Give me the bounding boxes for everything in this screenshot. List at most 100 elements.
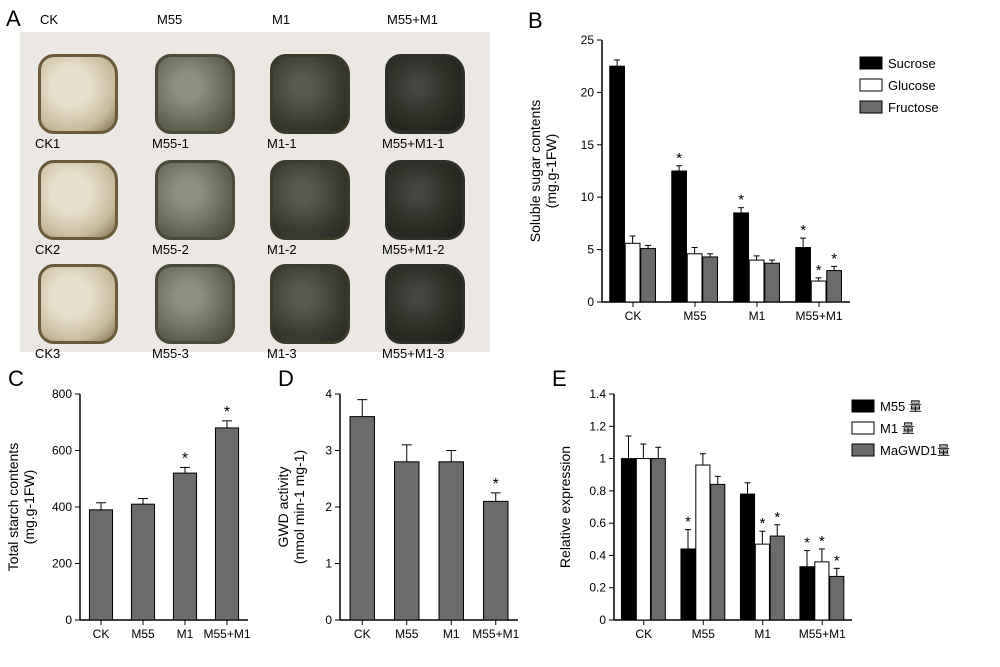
panel-c: C 0200400600800CKM55M1M55+M1Total starch… (8, 370, 268, 660)
svg-text:M55: M55 (683, 309, 707, 323)
banana-slice (385, 54, 465, 134)
svg-text:(nmol min-1 mg-1): (nmol min-1 mg-1) (291, 450, 307, 564)
svg-text:1: 1 (325, 557, 332, 571)
svg-text:M55+M1: M55+M1 (203, 627, 250, 641)
svg-text:M55: M55 (395, 627, 419, 641)
banana-slice (38, 160, 118, 240)
panel-d-label: D (278, 366, 294, 392)
panel-a-cell-label: M1-1 (267, 136, 297, 151)
banana-slice (155, 264, 235, 344)
svg-text:15: 15 (581, 138, 595, 152)
panel-a-cell-label: M55-3 (152, 346, 189, 361)
svg-text:200: 200 (52, 557, 72, 571)
svg-text:*: * (819, 533, 825, 550)
panel-e: E 00.20.40.60.811.21.4CKM55M1M55+M1Relat… (552, 370, 992, 660)
banana-slice (155, 54, 235, 134)
svg-text:CK: CK (354, 627, 371, 641)
svg-text:1.2: 1.2 (589, 419, 606, 433)
svg-text:*: * (804, 535, 810, 552)
svg-text:25: 25 (581, 33, 595, 47)
panel-a-col-label: M1 (272, 12, 290, 27)
svg-text:0: 0 (65, 613, 72, 627)
svg-text:M1: M1 (443, 627, 460, 641)
panel-a-cell-label: CK2 (35, 242, 60, 257)
svg-text:(mg.g-1FW): (mg.g-1FW) (21, 470, 37, 545)
svg-text:3: 3 (325, 444, 332, 458)
panel-a-image: CKM55M1M55+M1CK1M55-1M1-1M55+M1-1CK2M55-… (20, 32, 490, 352)
svg-text:400: 400 (52, 500, 72, 514)
svg-text:0: 0 (587, 295, 594, 309)
svg-text:(mg.g-1FW): (mg.g-1FW) (543, 134, 559, 209)
panel-a-cell-label: M55+M1-2 (382, 242, 445, 257)
svg-text:*: * (224, 404, 230, 421)
panel-a-col-label: M55 (157, 12, 182, 27)
panel-a-cell-label: M55-1 (152, 136, 189, 151)
svg-text:*: * (759, 515, 765, 532)
svg-text:10: 10 (581, 190, 595, 204)
svg-text:Relative expression: Relative expression (557, 446, 573, 568)
svg-text:M55: M55 (131, 627, 155, 641)
panel-a-cell-label: CK1 (35, 136, 60, 151)
banana-slice (38, 264, 118, 344)
svg-text:5: 5 (587, 243, 594, 257)
svg-text:0: 0 (325, 613, 332, 627)
panel-a-cell-label: CK3 (35, 346, 60, 361)
svg-text:4: 4 (325, 387, 332, 401)
svg-text:Soluble sugar contents: Soluble sugar contents (527, 100, 543, 242)
svg-text:M1: M1 (749, 309, 766, 323)
panel-e-label: E (552, 366, 567, 392)
svg-text:*: * (738, 192, 744, 209)
svg-text:M55: M55 (692, 627, 716, 641)
svg-text:M55+M1: M55+M1 (799, 627, 846, 641)
svg-text:Fructose: Fructose (888, 100, 939, 115)
banana-slice (270, 264, 350, 344)
panel-a-cell-label: M55-2 (152, 242, 189, 257)
svg-text:1.4: 1.4 (589, 387, 606, 401)
svg-text:CK: CK (635, 627, 652, 641)
svg-text:0.6: 0.6 (589, 516, 606, 530)
panel-a-cell-label: M55+M1-3 (382, 346, 445, 361)
svg-text:600: 600 (52, 444, 72, 458)
panel-b-label: B (528, 8, 543, 34)
svg-text:M55+M1: M55+M1 (472, 627, 519, 641)
panel-d: D 01234CKM55M1M55+M1GWD activity(nmol mi… (278, 370, 538, 660)
banana-slice (155, 160, 235, 240)
svg-text:2: 2 (325, 500, 332, 514)
panel-a-col-label: CK (40, 12, 58, 27)
svg-text:*: * (834, 552, 840, 569)
svg-text:*: * (816, 262, 822, 279)
svg-text:0: 0 (599, 613, 606, 627)
svg-text:M1: M1 (177, 627, 194, 641)
panel-b: B 0510152025CKM55M1M55+M1Soluble sugar c… (530, 12, 970, 342)
panel-a-label: A (6, 6, 21, 32)
banana-slice (385, 160, 465, 240)
panel-a-cell-label: M1-3 (267, 346, 297, 361)
svg-text:800: 800 (52, 387, 72, 401)
svg-text:*: * (182, 450, 188, 467)
svg-text:M55 量: M55 量 (880, 399, 922, 414)
svg-text:*: * (493, 476, 499, 493)
svg-text:*: * (774, 509, 780, 526)
svg-text:Glucose: Glucose (888, 78, 936, 93)
panel-c-label: C (8, 366, 24, 392)
panel-a: A CK M55 M1 M55+M1 CK1 M55-1 M1-1 M55+M1-1 CK2 M5… (8, 8, 488, 348)
svg-text:*: * (685, 514, 691, 531)
banana-slice (385, 264, 465, 344)
svg-text:MaGWD1量: MaGWD1量 (880, 443, 950, 458)
svg-text:M1 量: M1 量 (880, 421, 915, 436)
svg-text:GWD activity: GWD activity (275, 467, 291, 548)
panel-a-cell-label: M55+M1-1 (382, 136, 445, 151)
svg-text:CK: CK (93, 627, 110, 641)
svg-text:Total starch contents: Total starch contents (5, 443, 21, 571)
panel-a-col-label: M55+M1 (387, 12, 438, 27)
banana-slice (270, 160, 350, 240)
svg-text:M1: M1 (754, 627, 771, 641)
svg-text:*: * (800, 222, 806, 239)
svg-text:0.4: 0.4 (589, 548, 606, 562)
svg-text:M55+M1: M55+M1 (795, 309, 842, 323)
banana-slice (38, 54, 118, 134)
svg-text:0.2: 0.2 (589, 581, 606, 595)
svg-text:20: 20 (581, 85, 595, 99)
panel-a-cell-label: M1-2 (267, 242, 297, 257)
svg-text:Sucrose: Sucrose (888, 56, 936, 71)
